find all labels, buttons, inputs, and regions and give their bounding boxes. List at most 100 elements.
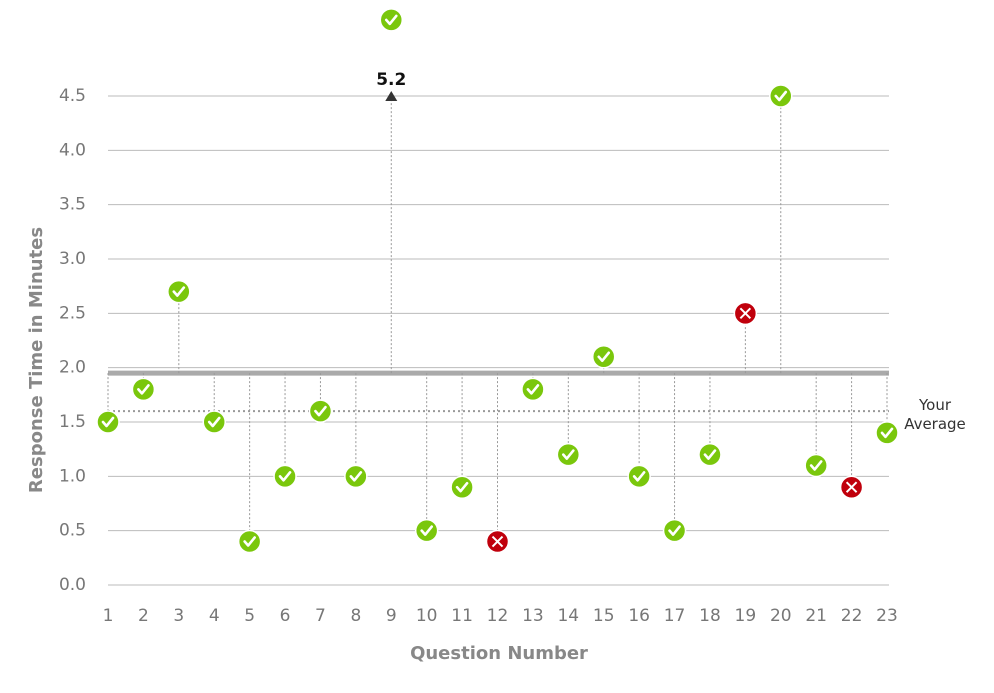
answer-point	[450, 475, 474, 499]
check-icon	[384, 14, 398, 26]
x-tick-label: 16	[628, 606, 650, 626]
point-circle	[591, 345, 616, 369]
point-circle	[202, 410, 226, 434]
y-tick-label: 0.0	[59, 575, 86, 595]
check-icon	[774, 90, 788, 102]
check-icon	[420, 525, 433, 536]
y-tick-label: 1.5	[59, 412, 86, 432]
x-tick-label: 21	[805, 606, 827, 626]
answer-point	[875, 421, 899, 445]
point-circle	[627, 464, 651, 489]
x-tick-label: 6	[280, 606, 291, 626]
y-tick-label: 4.0	[59, 140, 86, 160]
answer-point	[662, 518, 687, 543]
answer-point	[414, 518, 439, 543]
answer-point	[556, 442, 581, 467]
point-circle	[344, 464, 368, 489]
answer-point	[273, 464, 297, 489]
check-icon	[632, 471, 646, 482]
answer-point	[769, 84, 793, 108]
x-tick-label: 4	[209, 606, 220, 626]
answer-point	[839, 475, 864, 499]
answer-point	[344, 464, 368, 489]
check-icon	[562, 449, 575, 460]
answer-point	[591, 345, 616, 369]
y-tick-label: 2.0	[59, 358, 86, 378]
x-tick-label: 9	[386, 606, 397, 626]
answer-point	[237, 529, 262, 554]
point-circle	[662, 518, 687, 543]
x-tick-label: 8	[350, 606, 361, 626]
cross-icon	[491, 535, 504, 548]
check-icon	[172, 286, 186, 297]
check-icon	[880, 427, 894, 439]
answer-point	[379, 8, 404, 32]
check-icon	[207, 416, 221, 428]
check-icon	[455, 481, 469, 493]
y-tick-label: 1.0	[59, 466, 86, 486]
x-tick-label: 19	[735, 606, 757, 626]
point-circle	[450, 475, 474, 499]
cross-icon	[845, 481, 858, 493]
point-circle	[273, 464, 297, 489]
check-icon	[668, 525, 681, 536]
x-tick-label: 14	[557, 606, 579, 626]
point-circle	[96, 410, 120, 434]
x-tick-label: 11	[451, 606, 473, 626]
answer-point	[521, 377, 545, 402]
point-circle	[379, 8, 404, 32]
answer-point	[804, 453, 828, 478]
point-circle	[237, 529, 262, 554]
x-tick-label: 15	[593, 606, 615, 626]
y-tick-label: 3.0	[59, 249, 86, 269]
y-axis-label: Response Time in Minutes	[26, 227, 47, 493]
point-circle	[308, 399, 333, 423]
x-tick-label: 7	[315, 606, 326, 626]
answer-point	[308, 399, 333, 423]
check-icon	[526, 384, 540, 395]
answer-point	[485, 529, 510, 554]
point-circle	[131, 377, 156, 402]
x-tick-label: 3	[173, 606, 184, 626]
y-tick-label: 2.5	[59, 303, 86, 323]
x-tick-label: 23	[876, 606, 898, 626]
x-tick-label: 17	[664, 606, 686, 626]
point-circle	[414, 518, 439, 543]
check-icon	[137, 384, 150, 395]
x-tick-label: 5	[244, 606, 255, 626]
x-tick-label: 18	[699, 606, 721, 626]
point-circle	[167, 279, 191, 304]
check-icon	[703, 449, 717, 460]
check-icon	[243, 536, 256, 547]
check-icon	[809, 460, 823, 471]
answer-point	[131, 377, 156, 402]
point-circle	[875, 421, 899, 445]
cross-icon	[739, 307, 752, 320]
answer-point	[627, 464, 651, 489]
x-tick-label: 2	[138, 606, 149, 626]
check-icon	[597, 351, 611, 363]
point-circle	[769, 84, 793, 108]
answer-point	[167, 279, 191, 304]
point-circle	[556, 442, 581, 467]
value-label: 5.2	[376, 70, 406, 90]
x-tick-label: 22	[841, 606, 863, 626]
x-tick-label: 12	[487, 606, 509, 626]
check-icon	[278, 471, 292, 482]
answer-point	[96, 410, 120, 434]
x-axis-label: Question Number	[410, 643, 588, 664]
point-circle	[698, 442, 722, 467]
x-tick-label: 10	[416, 606, 438, 626]
y-tick-label: 4.5	[59, 86, 86, 106]
check-icon	[349, 471, 363, 482]
check-icon	[101, 416, 115, 428]
answer-point	[698, 442, 722, 467]
x-tick-label: 20	[770, 606, 792, 626]
check-icon	[314, 405, 327, 417]
point-circle	[521, 377, 545, 402]
answer-point	[202, 410, 226, 434]
answer-point	[733, 301, 758, 326]
point-circle	[804, 453, 828, 478]
y-tick-label: 0.5	[59, 521, 86, 541]
